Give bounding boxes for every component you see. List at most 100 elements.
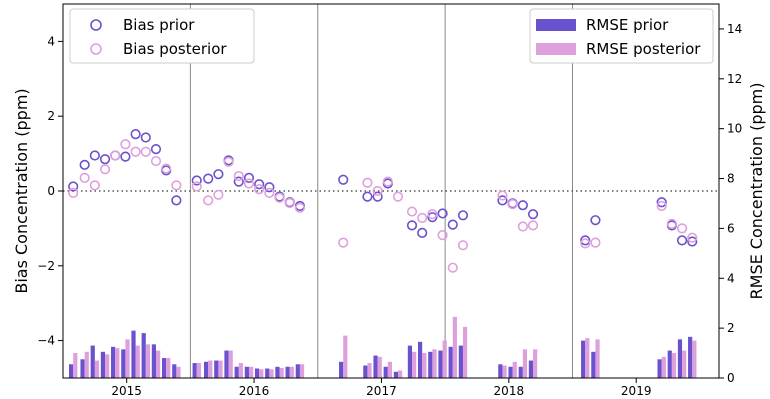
bias-posterior-point	[437, 230, 448, 241]
rmse-posterior-bar	[432, 349, 437, 378]
rmse-prior-bar	[373, 355, 378, 378]
bias-posterior-point	[507, 198, 518, 210]
rmse-posterior-bar	[289, 366, 294, 378]
bias-posterior-point	[89, 180, 100, 191]
bias-prior-point	[417, 227, 428, 238]
rmse-posterior-bar	[452, 316, 457, 378]
bias-prior-point	[140, 132, 151, 143]
rmse-posterior-bar	[412, 351, 417, 378]
bias-posterior-point	[666, 218, 677, 230]
bias-posterior-point	[213, 189, 224, 200]
left-tick-label: 0	[47, 184, 55, 198]
rmse-prior-bar	[688, 336, 693, 378]
bias-posterior-point	[676, 223, 688, 234]
rmse-prior-bar	[677, 339, 683, 378]
rmse-prior-bar	[90, 345, 95, 378]
right-tick-label: 12	[727, 72, 742, 86]
bias-posterior-point	[417, 212, 428, 224]
bias-prior-point	[427, 212, 438, 223]
rmse-posterior-bar	[682, 350, 687, 378]
rmse-prior-bar	[581, 340, 586, 378]
rmse-posterior-bar	[299, 364, 305, 378]
bias-posterior-point	[68, 187, 79, 198]
rmse-prior-bar	[339, 361, 344, 378]
bias-prior-point	[254, 179, 265, 190]
rmse-posterior-bar	[73, 353, 78, 378]
bias-prior-point	[580, 235, 591, 246]
bias-posterior-point	[372, 185, 383, 197]
bias-posterior-point	[447, 262, 458, 273]
rmse-posterior-bar	[377, 356, 382, 378]
bias-prior-point	[233, 176, 244, 187]
rmse-prior-bar	[224, 350, 229, 378]
rmse-prior-bar	[265, 368, 270, 378]
bias-posterior-point	[254, 184, 265, 195]
right-axis-ticks: 0 2 4 6 8 10 12 14	[719, 22, 742, 385]
rmse-prior-bar	[518, 366, 523, 378]
x-tick-label: 2018	[494, 384, 525, 395]
left-tick-label: −4	[37, 334, 55, 348]
rmse-posterior-bar	[166, 358, 171, 378]
left-tick-label: 2	[47, 109, 55, 123]
bias-posterior-point	[392, 191, 404, 202]
rmse-posterior-bar	[248, 366, 254, 378]
rmse-posterior-bar	[196, 363, 201, 378]
rmse-prior-bar	[528, 360, 534, 378]
rmse-posterior-bar	[155, 350, 161, 378]
bias-prior-point	[79, 159, 90, 170]
rmse-prior-bar	[275, 366, 280, 378]
bias-prior-point	[213, 169, 224, 180]
left-axis-title: Bias Concentration (ppm)	[12, 88, 31, 293]
rmse-prior-bar	[141, 333, 146, 378]
bias-prior-point	[372, 191, 383, 202]
bias-posterior-point	[338, 237, 349, 248]
rmse-posterior-bar	[387, 361, 393, 378]
rmse-prior-bar	[418, 341, 423, 378]
rmse-prior-bar	[285, 366, 290, 378]
bias-posterior-point	[687, 232, 698, 243]
bias-posterior-point	[171, 180, 182, 191]
rmse-prior-bar	[448, 346, 453, 378]
bias-prior-point	[68, 181, 79, 192]
rmse-posterior-bar	[502, 365, 507, 378]
rmse-prior-bar	[458, 345, 463, 378]
rmse-bars	[68, 316, 697, 378]
bias-posterior-point	[457, 240, 469, 251]
x-tick-label: 2017	[366, 384, 397, 395]
rmse-prior-bar	[508, 366, 513, 378]
x-tick-label: 2016	[239, 384, 270, 395]
rmse-posterior-bar	[228, 350, 233, 378]
bias-posterior-point	[203, 195, 214, 206]
bias-posterior-point	[656, 200, 667, 212]
rmse-posterior-bar	[218, 360, 223, 378]
right-tick-label: 0	[727, 371, 735, 385]
bias-posterior-point	[274, 192, 285, 203]
right-tick-label: 4	[727, 271, 735, 285]
rmse-prior-bar	[428, 351, 433, 378]
bias-posterior-point	[590, 237, 601, 248]
right-axis-title: RMSE Concentration (ppm)	[747, 83, 766, 300]
bias-posterior-point	[427, 209, 438, 220]
bias-prior-point	[264, 182, 275, 193]
rmse-posterior-bar	[398, 370, 403, 378]
bias-prior-point	[676, 235, 688, 246]
bias-prior-point	[203, 173, 214, 184]
left-tick-label: −2	[37, 259, 55, 273]
rmse-posterior-bar	[94, 360, 100, 378]
rmse-prior-bar	[591, 351, 596, 378]
bias-posterior-point	[130, 146, 141, 157]
rmse-prior-bar	[131, 330, 136, 378]
rmse-prior-bar	[383, 366, 388, 378]
rmse-posterior-bar	[661, 356, 666, 378]
left-tick-label: 4	[47, 34, 55, 48]
legend-rmse: RMSE prior RMSE posterior	[529, 8, 714, 64]
rmse-posterior-bar	[279, 368, 284, 378]
bias-prior-point	[338, 174, 349, 185]
rmse-posterior-bar	[125, 339, 130, 378]
bias-posterior-point	[233, 170, 244, 182]
rmse-prior-bar	[667, 350, 672, 378]
rmse-prior-bar	[100, 351, 106, 378]
rmse-prior-bar	[244, 366, 249, 378]
